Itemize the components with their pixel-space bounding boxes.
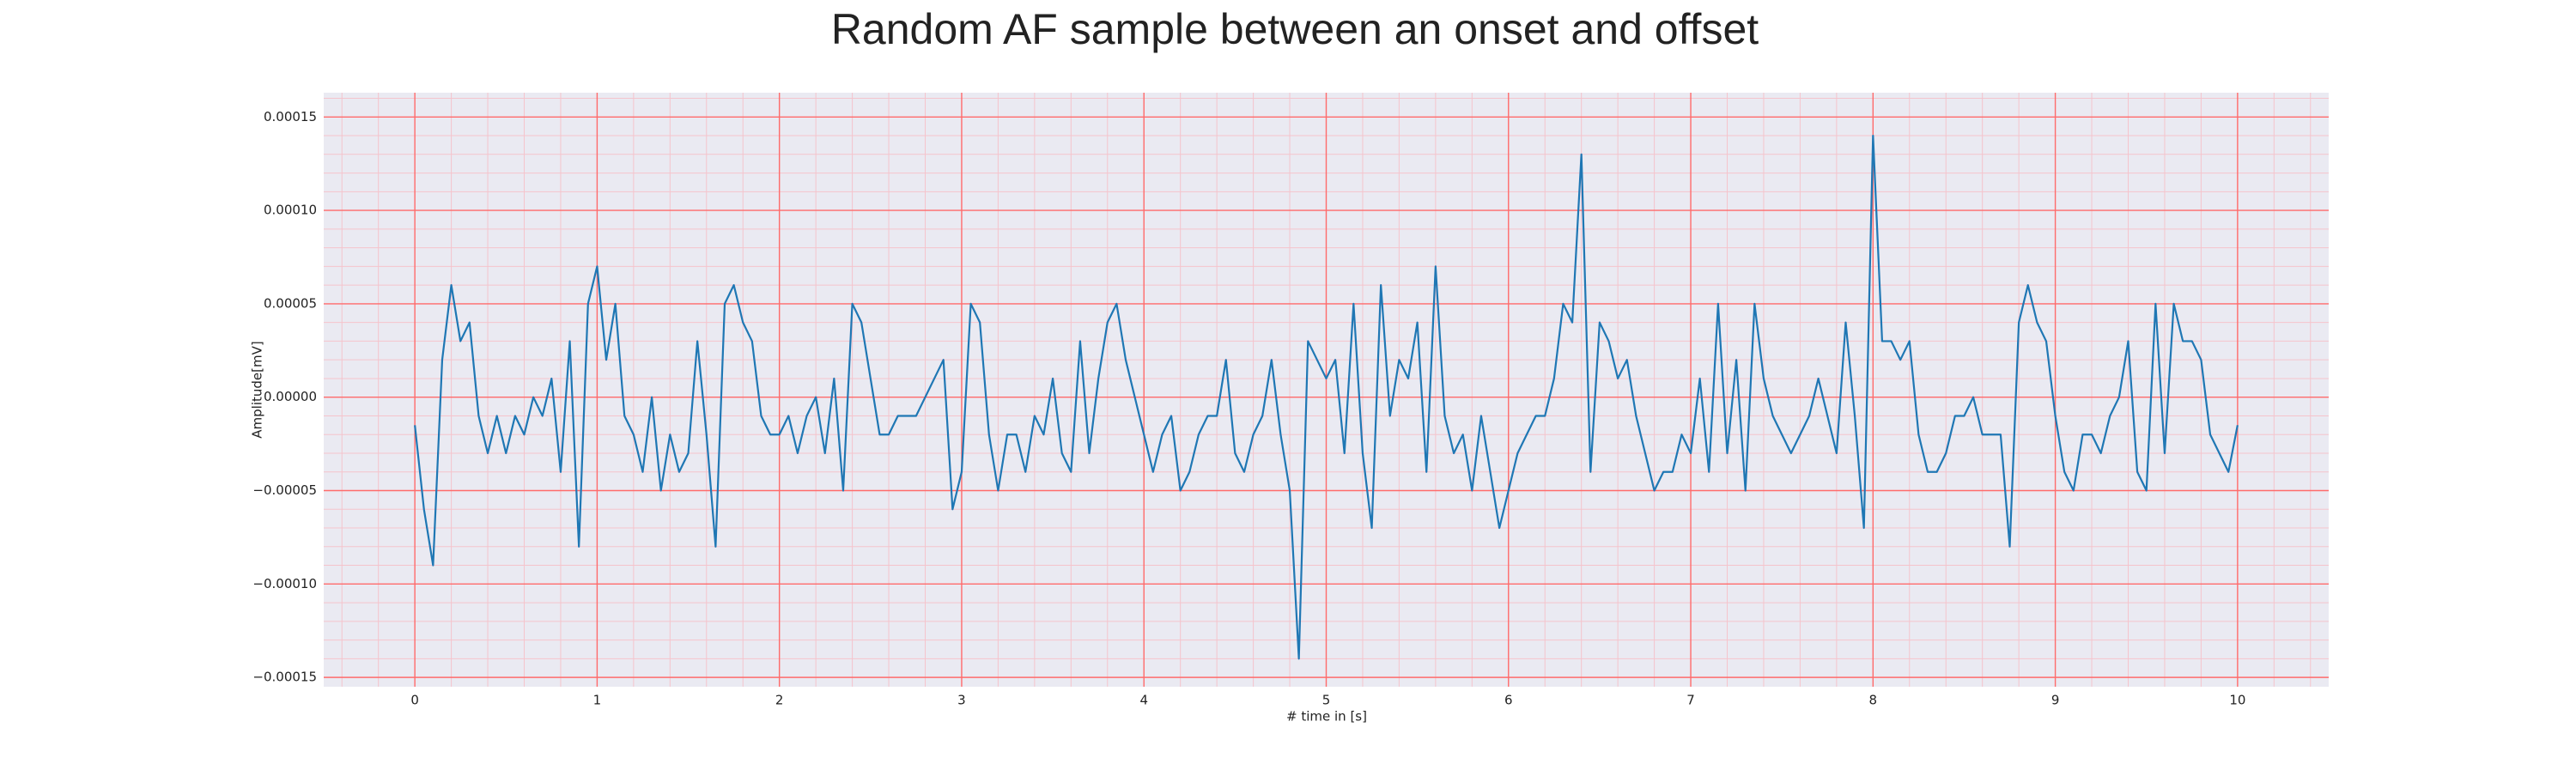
x-tick-label: 3 bbox=[957, 693, 966, 708]
y-tick-label: −0.00015 bbox=[252, 670, 317, 685]
x-axis-label: # time in [s] bbox=[1286, 709, 1367, 724]
x-tick-label: 2 bbox=[775, 693, 784, 708]
x-tick-label: 5 bbox=[1322, 693, 1331, 708]
chart-title: Random AF sample between an onset and of… bbox=[831, 5, 1759, 53]
x-tick-label: 6 bbox=[1504, 693, 1513, 708]
y-tick-label: −0.00010 bbox=[252, 576, 317, 591]
y-tick-label: 0.00000 bbox=[264, 389, 317, 404]
y-tick-label: −0.00005 bbox=[252, 482, 317, 498]
x-tick-label: 8 bbox=[1869, 693, 1878, 708]
x-tick-label: 7 bbox=[1686, 693, 1695, 708]
y-tick-label: 0.00010 bbox=[264, 203, 317, 218]
x-tick-label: 10 bbox=[2229, 693, 2245, 708]
x-tick-label: 1 bbox=[593, 693, 602, 708]
y-axis-label: Amplitude[mV] bbox=[250, 341, 265, 438]
y-tick-label: 0.00015 bbox=[264, 109, 317, 124]
y-tick-label: 0.00005 bbox=[264, 295, 317, 311]
data-line bbox=[414, 134, 2239, 660]
x-tick-label: 9 bbox=[2051, 693, 2060, 708]
x-tick-label: 0 bbox=[410, 693, 419, 708]
x-tick-label: 4 bbox=[1139, 693, 1148, 708]
